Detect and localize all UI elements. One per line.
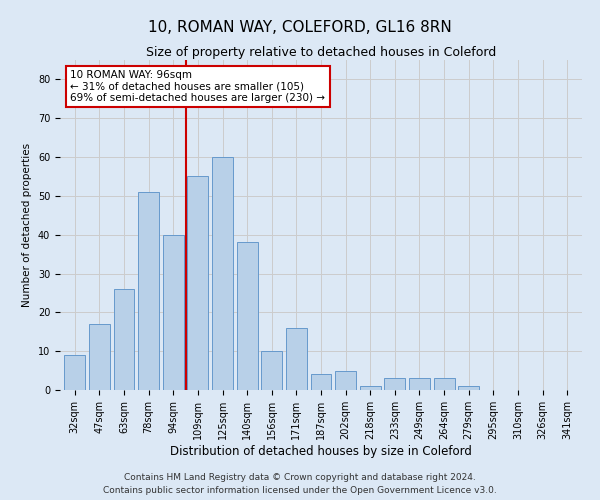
Bar (163, 234, 184, 390)
Bar (458, 386, 479, 390)
Text: 10 ROMAN WAY: 96sqm
← 31% of detached houses are smaller (105)
69% of semi-detac: 10 ROMAN WAY: 96sqm ← 31% of detached ho… (70, 70, 325, 103)
Bar (311, 374, 331, 390)
Bar (187, 176, 208, 390)
Bar (434, 378, 455, 390)
Bar (261, 351, 282, 390)
X-axis label: Distribution of detached houses by size in Coleford: Distribution of detached houses by size … (170, 444, 472, 458)
Y-axis label: Number of detached properties: Number of detached properties (22, 143, 32, 307)
Bar (64, 355, 85, 390)
Text: 10, ROMAN WAY, COLEFORD, GL16 8RN: 10, ROMAN WAY, COLEFORD, GL16 8RN (148, 20, 452, 35)
Bar (335, 370, 356, 390)
Bar (138, 192, 159, 390)
Bar (409, 378, 430, 390)
Bar (212, 157, 233, 390)
Text: Contains HM Land Registry data © Crown copyright and database right 2024.
Contai: Contains HM Land Registry data © Crown c… (103, 474, 497, 495)
Bar (236, 242, 257, 390)
Bar (113, 289, 134, 390)
Bar (385, 378, 406, 390)
Bar (360, 386, 381, 390)
Title: Size of property relative to detached houses in Coleford: Size of property relative to detached ho… (146, 46, 496, 59)
Bar (89, 324, 110, 390)
Bar (286, 328, 307, 390)
